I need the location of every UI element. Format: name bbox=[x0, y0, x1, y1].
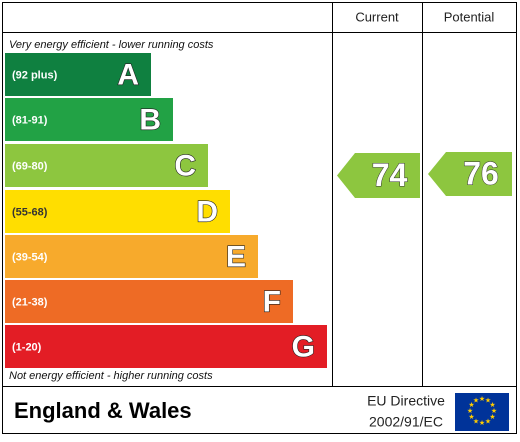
region: England & Wales bbox=[14, 398, 192, 423]
svg-text:★: ★ bbox=[468, 401, 474, 409]
band bbox=[5, 325, 327, 368]
band bbox=[5, 190, 230, 233]
directive-code: 2002/91/EC bbox=[369, 414, 443, 430]
top-note: Very energy efficient - lower running co… bbox=[9, 39, 214, 51]
band-letter: E bbox=[226, 240, 246, 273]
svg-text:★: ★ bbox=[489, 413, 495, 421]
svg-text:★: ★ bbox=[489, 401, 495, 409]
eu-flag: ★ ★★ ★★★ ★★★ ★★★ bbox=[455, 393, 509, 431]
svg-text:★: ★ bbox=[468, 413, 474, 421]
svg-text:★: ★ bbox=[473, 396, 479, 404]
band-range: (92 plus) bbox=[12, 69, 58, 81]
svg-text:★: ★ bbox=[479, 419, 485, 427]
band bbox=[5, 280, 293, 323]
band-letter: G bbox=[292, 330, 315, 363]
directive: EU Directive bbox=[367, 393, 445, 409]
band-range: (21-38) bbox=[12, 296, 48, 308]
band-letter: A bbox=[117, 58, 139, 91]
potential-value: 76 bbox=[463, 155, 499, 191]
svg-text:★: ★ bbox=[491, 407, 497, 415]
band-range: (81-91) bbox=[12, 114, 48, 126]
svg-text:★: ★ bbox=[485, 396, 491, 404]
svg-text:★: ★ bbox=[467, 407, 473, 415]
band-letter: B bbox=[139, 103, 161, 136]
band-letter: D bbox=[196, 195, 218, 228]
band bbox=[5, 53, 151, 96]
band-range: (69-80) bbox=[12, 160, 48, 172]
current-value: 74 bbox=[372, 157, 408, 193]
potential-header: Potential bbox=[444, 9, 495, 24]
svg-text:★: ★ bbox=[479, 395, 485, 403]
potential-arrow bbox=[428, 152, 512, 196]
bottom-note: Not energy efficient - higher running co… bbox=[9, 370, 213, 382]
band bbox=[5, 98, 173, 141]
band bbox=[5, 235, 258, 278]
band-range: (55-68) bbox=[12, 206, 48, 218]
current-header: Current bbox=[355, 9, 399, 24]
svg-text:★: ★ bbox=[473, 417, 479, 425]
band-letter: F bbox=[263, 285, 281, 318]
band-range: (39-54) bbox=[12, 251, 48, 263]
band-range: (1-20) bbox=[12, 341, 42, 353]
current-arrow bbox=[337, 153, 420, 198]
band bbox=[5, 144, 208, 187]
svg-text:★: ★ bbox=[485, 417, 491, 425]
band-letter: C bbox=[174, 149, 196, 182]
